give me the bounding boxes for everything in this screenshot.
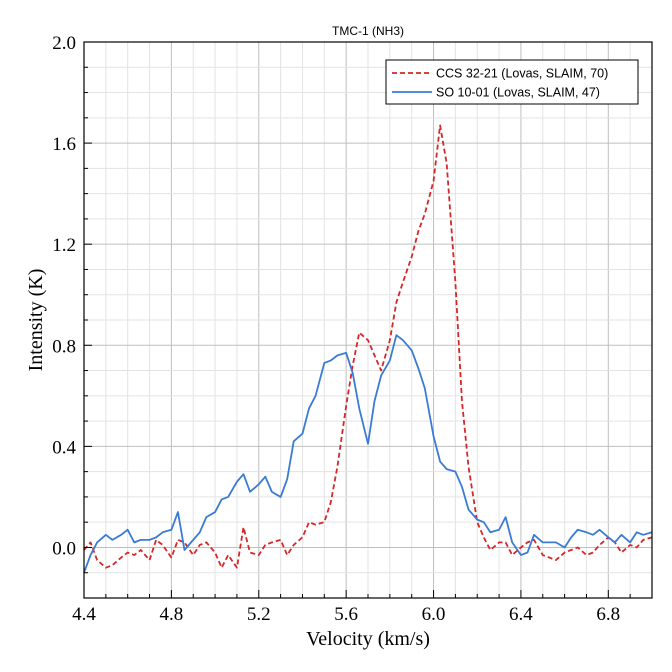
legend-label-ccs: CCS 32-21 (Lovas, SLAIM, 70) — [436, 67, 608, 81]
series-line-ccs — [83, 124, 653, 569]
grid — [83, 41, 653, 599]
y-tick-label: 0.4 — [52, 437, 76, 458]
y-tick-label: 2.0 — [52, 33, 76, 54]
legend-label-so: SO 10-01 (Lovas, SLAIM, 47) — [436, 86, 600, 100]
series-layer — [83, 124, 653, 574]
x-tick-label: 6.8 — [596, 604, 620, 625]
y-tick-label: 0.0 — [52, 538, 76, 559]
x-axis-title: Velocity (km/s) — [306, 628, 430, 650]
x-tick-label: 4.4 — [72, 604, 96, 625]
x-tick-label: 4.8 — [160, 604, 184, 625]
x-tick-label: 6.4 — [509, 604, 533, 625]
y-tick-label: 1.2 — [52, 235, 76, 256]
legend: CCS 32-21 (Lovas, SLAIM, 70) SO 10-01 (L… — [385, 59, 639, 105]
chart-title: TMC-1 (NH3) — [332, 24, 404, 38]
legend-box — [385, 59, 639, 105]
axis-ticks: 4.4 4.8 5.2 5.6 6.0 6.4 6.8 0.0 0.4 0.8 1.2 1.6 2.0 — [52, 33, 653, 625]
x-tick-label: 5.2 — [247, 604, 271, 625]
y-tick-label: 1.6 — [52, 134, 76, 155]
y-axis-title: Intensity (K) — [25, 269, 47, 372]
x-tick-label: 5.6 — [334, 604, 358, 625]
x-tick-label: 6.0 — [422, 604, 446, 625]
series-line-so — [83, 334, 653, 574]
y-tick-label: 0.8 — [52, 336, 76, 357]
